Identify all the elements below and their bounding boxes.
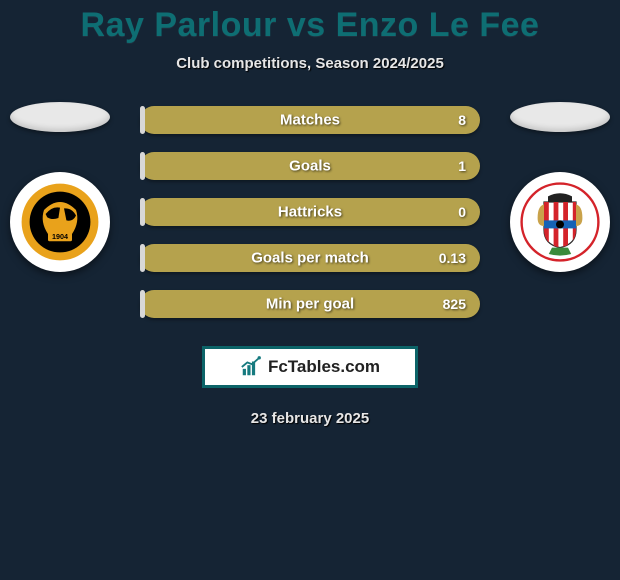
club-crest-right [510, 172, 610, 272]
brand-box[interactable]: FcTables.com [202, 346, 418, 388]
stat-bar-fill [140, 198, 145, 226]
stat-value-right: 1 [458, 158, 466, 174]
player-left-portrait-placeholder [10, 102, 110, 132]
stat-label: Goals [289, 158, 331, 175]
stat-bar-fill [140, 290, 145, 318]
svg-text:1904: 1904 [52, 232, 68, 241]
stat-value-right: 0 [458, 204, 466, 220]
stat-bar-fill [140, 152, 145, 180]
stat-bar: Matches 8 [140, 106, 480, 134]
club-crest-left: 1904 [10, 172, 110, 272]
stat-bar: Goals 1 [140, 152, 480, 180]
player-right-portrait-placeholder [510, 102, 610, 132]
stat-bar: Goals per match 0.13 [140, 244, 480, 272]
stat-bar: Hattricks 0 [140, 198, 480, 226]
stat-value-right: 0.13 [439, 250, 466, 266]
stat-bar-fill [140, 106, 145, 134]
stat-label: Min per goal [266, 296, 354, 313]
sunderland-icon [520, 182, 600, 262]
brand-text: FcTables.com [268, 357, 380, 377]
page-title: Ray Parlour vs Enzo Le Fee [0, 0, 620, 45]
date-text: 23 february 2025 [0, 410, 620, 427]
chart-icon [240, 356, 262, 378]
player-left-badge: 1904 [10, 102, 110, 282]
stat-bar: Min per goal 825 [140, 290, 480, 318]
comparison-panel: 1904 [0, 102, 620, 318]
hull-city-icon: 1904 [20, 182, 100, 262]
stat-label: Matches [280, 112, 340, 129]
stat-bar-fill [140, 244, 145, 272]
stat-value-right: 825 [443, 296, 466, 312]
stats-bars: Matches 8 Goals 1 Hattricks 0 Goals per match 0… [140, 102, 480, 318]
stat-label: Hattricks [278, 204, 342, 221]
stat-label: Goals per match [251, 250, 369, 267]
stat-value-right: 8 [458, 112, 466, 128]
player-right-badge [510, 102, 610, 282]
subtitle: Club competitions, Season 2024/2025 [0, 55, 620, 72]
